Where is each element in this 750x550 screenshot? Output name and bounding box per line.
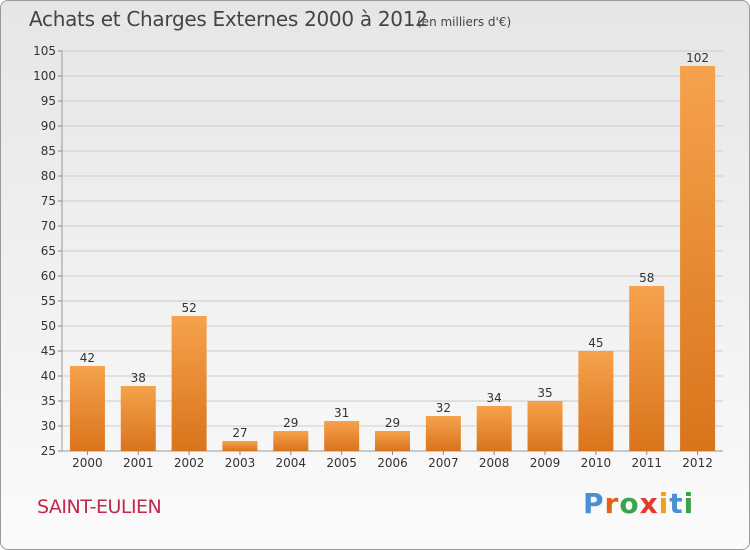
bar-2000	[69, 366, 105, 451]
data-label-2007: 32	[436, 401, 451, 415]
x-tick-label-2005: 2005	[326, 456, 357, 470]
bar-2005	[324, 421, 360, 451]
x-tick-label-2008: 2008	[479, 456, 510, 470]
bar-2009	[527, 401, 563, 451]
logo-letter: o	[619, 487, 640, 520]
y-tick-label: 30	[41, 419, 56, 433]
logo-letter: i	[683, 487, 695, 520]
data-label-2005: 31	[334, 406, 349, 420]
data-label-2011: 58	[639, 271, 654, 285]
logo-letter: P	[583, 487, 605, 520]
bar-2007	[425, 416, 461, 451]
y-tick-label: 25	[41, 444, 56, 458]
x-tick-label-2009: 2009	[530, 456, 561, 470]
data-label-2002: 52	[181, 301, 196, 315]
commune-name: SAINT-EULIEN	[37, 496, 162, 518]
y-tick-label: 65	[41, 244, 56, 258]
data-label-2003: 27	[232, 426, 247, 440]
bar-2001	[120, 386, 156, 451]
y-tick-label: 70	[41, 219, 56, 233]
bar-2003	[222, 441, 258, 451]
x-tick-label-2000: 2000	[72, 456, 103, 470]
y-tick-label: 105	[33, 44, 56, 58]
x-tick-label-2001: 2001	[123, 456, 154, 470]
data-label-2010: 45	[588, 336, 603, 350]
logo-letter: r	[604, 487, 620, 520]
logo-letter: x	[639, 487, 659, 520]
bar-2006	[375, 431, 410, 451]
logo-letter: t	[669, 487, 684, 520]
bar-2008	[476, 406, 512, 451]
x-tick-label-2011: 2011	[631, 456, 662, 470]
y-tick-label: 50	[41, 319, 56, 333]
y-tick-label: 40	[41, 369, 56, 383]
y-tick-label: 80	[41, 169, 56, 183]
chart-subtitle: (en milliers d'€)	[417, 15, 512, 29]
x-tick-label-2007: 2007	[428, 456, 459, 470]
x-tick-label-2012: 2012	[682, 456, 713, 470]
y-tick-label: 75	[41, 194, 56, 208]
y-tick-label: 35	[41, 394, 56, 408]
y-tick-label: 90	[41, 119, 56, 133]
y-tick-label: 95	[41, 94, 56, 108]
data-label-2004: 29	[283, 416, 298, 430]
data-label-2001: 38	[131, 371, 146, 385]
data-label-2012: 102	[686, 51, 709, 65]
x-tick-label-2010: 2010	[581, 456, 612, 470]
logo-letter: i	[658, 487, 670, 520]
x-tick-label-2004: 2004	[276, 456, 307, 470]
proxiti-logo: Proxiti	[583, 487, 694, 520]
data-label-2008: 34	[487, 391, 502, 405]
bar-2011	[629, 286, 665, 451]
bar-2002	[171, 316, 207, 451]
x-tick-label-2006: 2006	[377, 456, 408, 470]
y-tick-label: 55	[41, 294, 56, 308]
x-tick-label-2003: 2003	[225, 456, 256, 470]
y-tick-label: 45	[41, 344, 56, 358]
chart-title: Achats et Charges Externes 2000 à 2012	[29, 7, 428, 31]
bar-2004	[273, 431, 309, 451]
data-label-2009: 35	[537, 386, 552, 400]
y-tick-label: 60	[41, 269, 56, 283]
x-tick-label-2002: 2002	[174, 456, 205, 470]
y-tick-label: 100	[33, 69, 56, 83]
data-label-2006: 29	[385, 416, 400, 430]
bar-2010	[578, 351, 614, 451]
y-tick-label: 85	[41, 144, 56, 158]
bar-2012	[680, 66, 716, 451]
data-label-2000: 42	[80, 351, 95, 365]
